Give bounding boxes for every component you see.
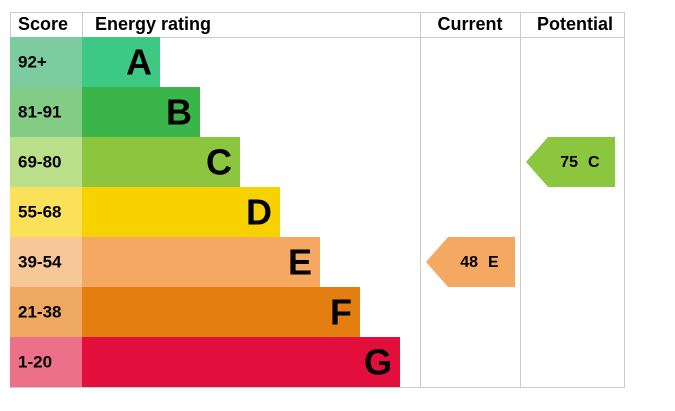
rating-bar bbox=[82, 337, 400, 387]
band-letter: D bbox=[246, 192, 272, 233]
rating-bar bbox=[82, 87, 200, 137]
rating-bar bbox=[82, 287, 360, 337]
band-letter: C bbox=[206, 142, 232, 183]
score-cell bbox=[10, 337, 82, 387]
score-label: 21-38 bbox=[18, 302, 61, 321]
score-label: 92+ bbox=[18, 52, 47, 71]
score-label: 1-20 bbox=[18, 352, 52, 371]
score-label: 39-54 bbox=[18, 252, 62, 271]
header-potential: Potential bbox=[537, 14, 613, 34]
score-label: 69-80 bbox=[18, 152, 61, 171]
score-label: 55-68 bbox=[18, 202, 61, 221]
band-letter: E bbox=[288, 242, 312, 283]
current-band: E bbox=[488, 254, 499, 271]
current-arrow bbox=[426, 237, 515, 287]
score-cell bbox=[10, 87, 82, 137]
rating-bar bbox=[82, 187, 280, 237]
header-score: Score bbox=[18, 14, 68, 34]
band-letter: F bbox=[330, 292, 352, 333]
score-cell bbox=[10, 137, 82, 187]
potential-score: 75 bbox=[560, 154, 578, 171]
score-cell bbox=[10, 287, 82, 337]
score-cell bbox=[10, 187, 82, 237]
header-rating: Energy rating bbox=[95, 14, 211, 34]
potential-band: C bbox=[588, 154, 600, 171]
rating-bar bbox=[82, 37, 160, 87]
band-letter: B bbox=[166, 92, 192, 133]
rating-bar bbox=[82, 237, 320, 287]
score-label: 81-91 bbox=[18, 102, 61, 121]
score-cell bbox=[10, 237, 82, 287]
rating-bar bbox=[82, 137, 240, 187]
band-letter: A bbox=[126, 42, 152, 83]
score-cell bbox=[10, 37, 82, 87]
header-current: Current bbox=[437, 14, 502, 34]
potential-arrow bbox=[526, 137, 615, 187]
band-letter: G bbox=[364, 342, 392, 383]
current-score: 48 bbox=[460, 254, 478, 271]
